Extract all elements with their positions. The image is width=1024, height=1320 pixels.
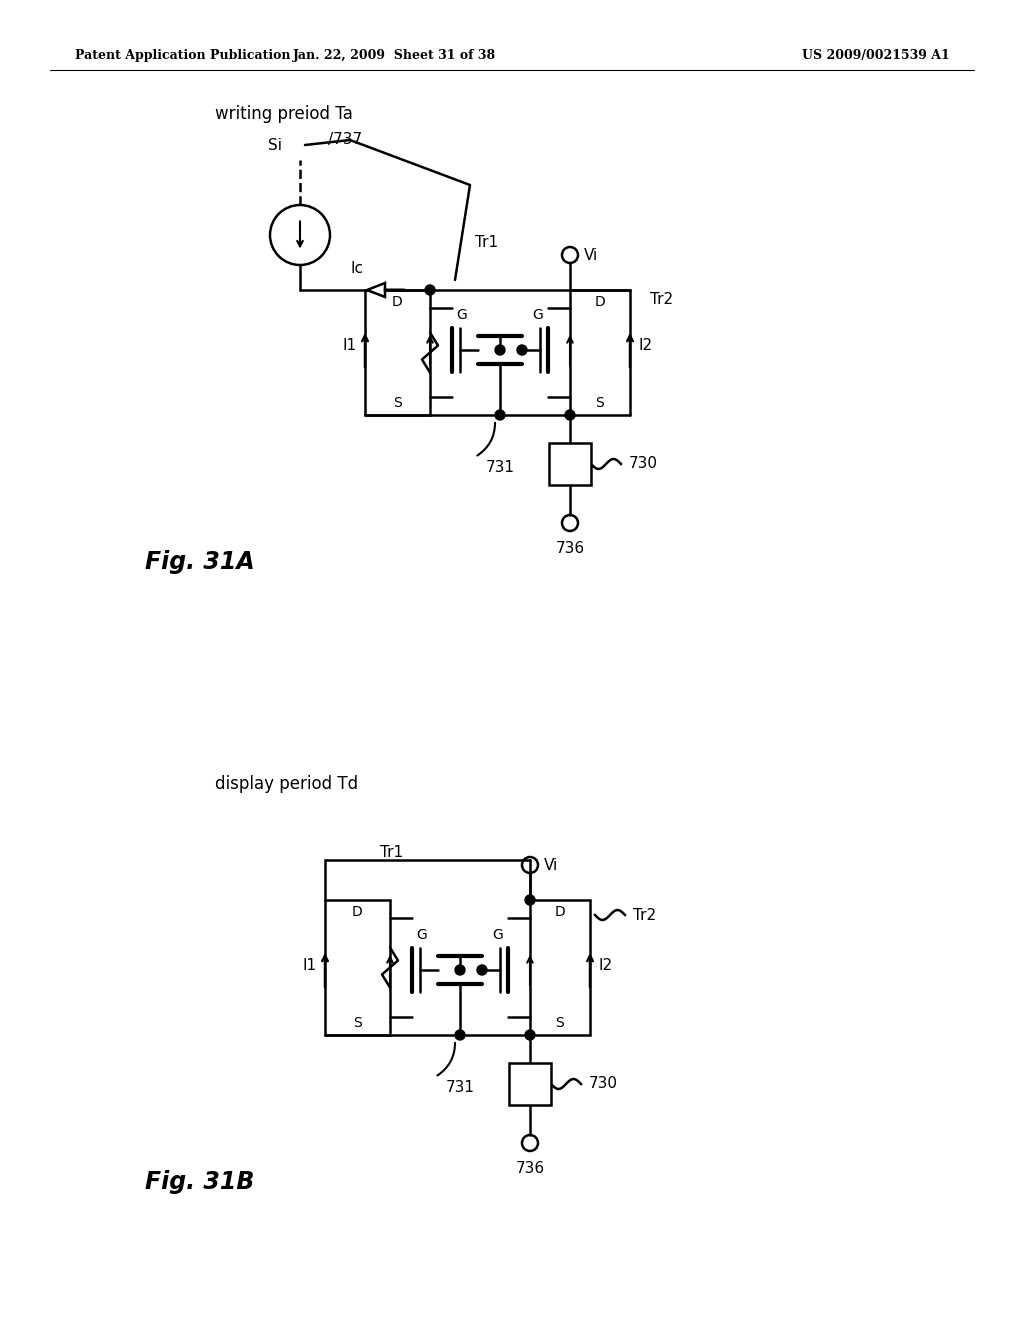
Text: US 2009/0021539 A1: US 2009/0021539 A1 <box>802 49 950 62</box>
Text: G: G <box>457 308 467 322</box>
Text: S: S <box>353 1016 362 1030</box>
Text: I2: I2 <box>598 957 612 973</box>
Bar <box>509 1063 551 1105</box>
Text: 731: 731 <box>445 1080 474 1096</box>
FancyArrow shape <box>367 282 406 297</box>
Text: S: S <box>595 396 604 411</box>
Text: I1: I1 <box>343 338 357 352</box>
Text: Tr1: Tr1 <box>475 235 498 249</box>
Text: 736: 736 <box>555 541 585 556</box>
Circle shape <box>517 345 527 355</box>
Text: writing preiod Ta: writing preiod Ta <box>215 106 353 123</box>
Text: D: D <box>351 906 362 919</box>
Text: Fig. 31A: Fig. 31A <box>145 550 255 574</box>
Text: Ic: Ic <box>350 261 362 276</box>
Text: G: G <box>493 928 504 942</box>
Text: Vi: Vi <box>544 858 558 873</box>
Circle shape <box>455 965 465 975</box>
Circle shape <box>495 345 505 355</box>
Circle shape <box>495 411 505 420</box>
Text: Fig. 31B: Fig. 31B <box>145 1170 254 1195</box>
Text: D: D <box>555 906 565 919</box>
Text: I1: I1 <box>303 957 317 973</box>
Text: Si: Si <box>268 139 282 153</box>
Text: 730: 730 <box>589 1077 618 1092</box>
Text: Tr2: Tr2 <box>650 293 673 308</box>
Text: G: G <box>417 928 427 942</box>
Text: 731: 731 <box>485 459 514 475</box>
Text: Tr1: Tr1 <box>380 845 403 861</box>
Text: I2: I2 <box>638 338 652 352</box>
Bar <box>549 444 591 484</box>
Circle shape <box>525 1030 535 1040</box>
Text: 736: 736 <box>515 1162 545 1176</box>
Text: Tr2: Tr2 <box>633 908 656 923</box>
Text: display period Td: display period Td <box>215 775 358 793</box>
Circle shape <box>425 285 435 294</box>
Text: Vi: Vi <box>584 248 598 263</box>
Circle shape <box>455 1030 465 1040</box>
Text: S: S <box>393 396 402 411</box>
Text: /737: /737 <box>328 132 362 147</box>
Text: 730: 730 <box>629 457 658 471</box>
Text: Patent Application Publication: Patent Application Publication <box>75 49 291 62</box>
Text: Jan. 22, 2009  Sheet 31 of 38: Jan. 22, 2009 Sheet 31 of 38 <box>294 49 497 62</box>
Text: G: G <box>532 308 544 322</box>
Text: D: D <box>595 294 606 309</box>
Circle shape <box>477 965 487 975</box>
Circle shape <box>565 411 575 420</box>
Text: D: D <box>391 294 402 309</box>
Text: S: S <box>555 1016 564 1030</box>
Circle shape <box>525 895 535 906</box>
